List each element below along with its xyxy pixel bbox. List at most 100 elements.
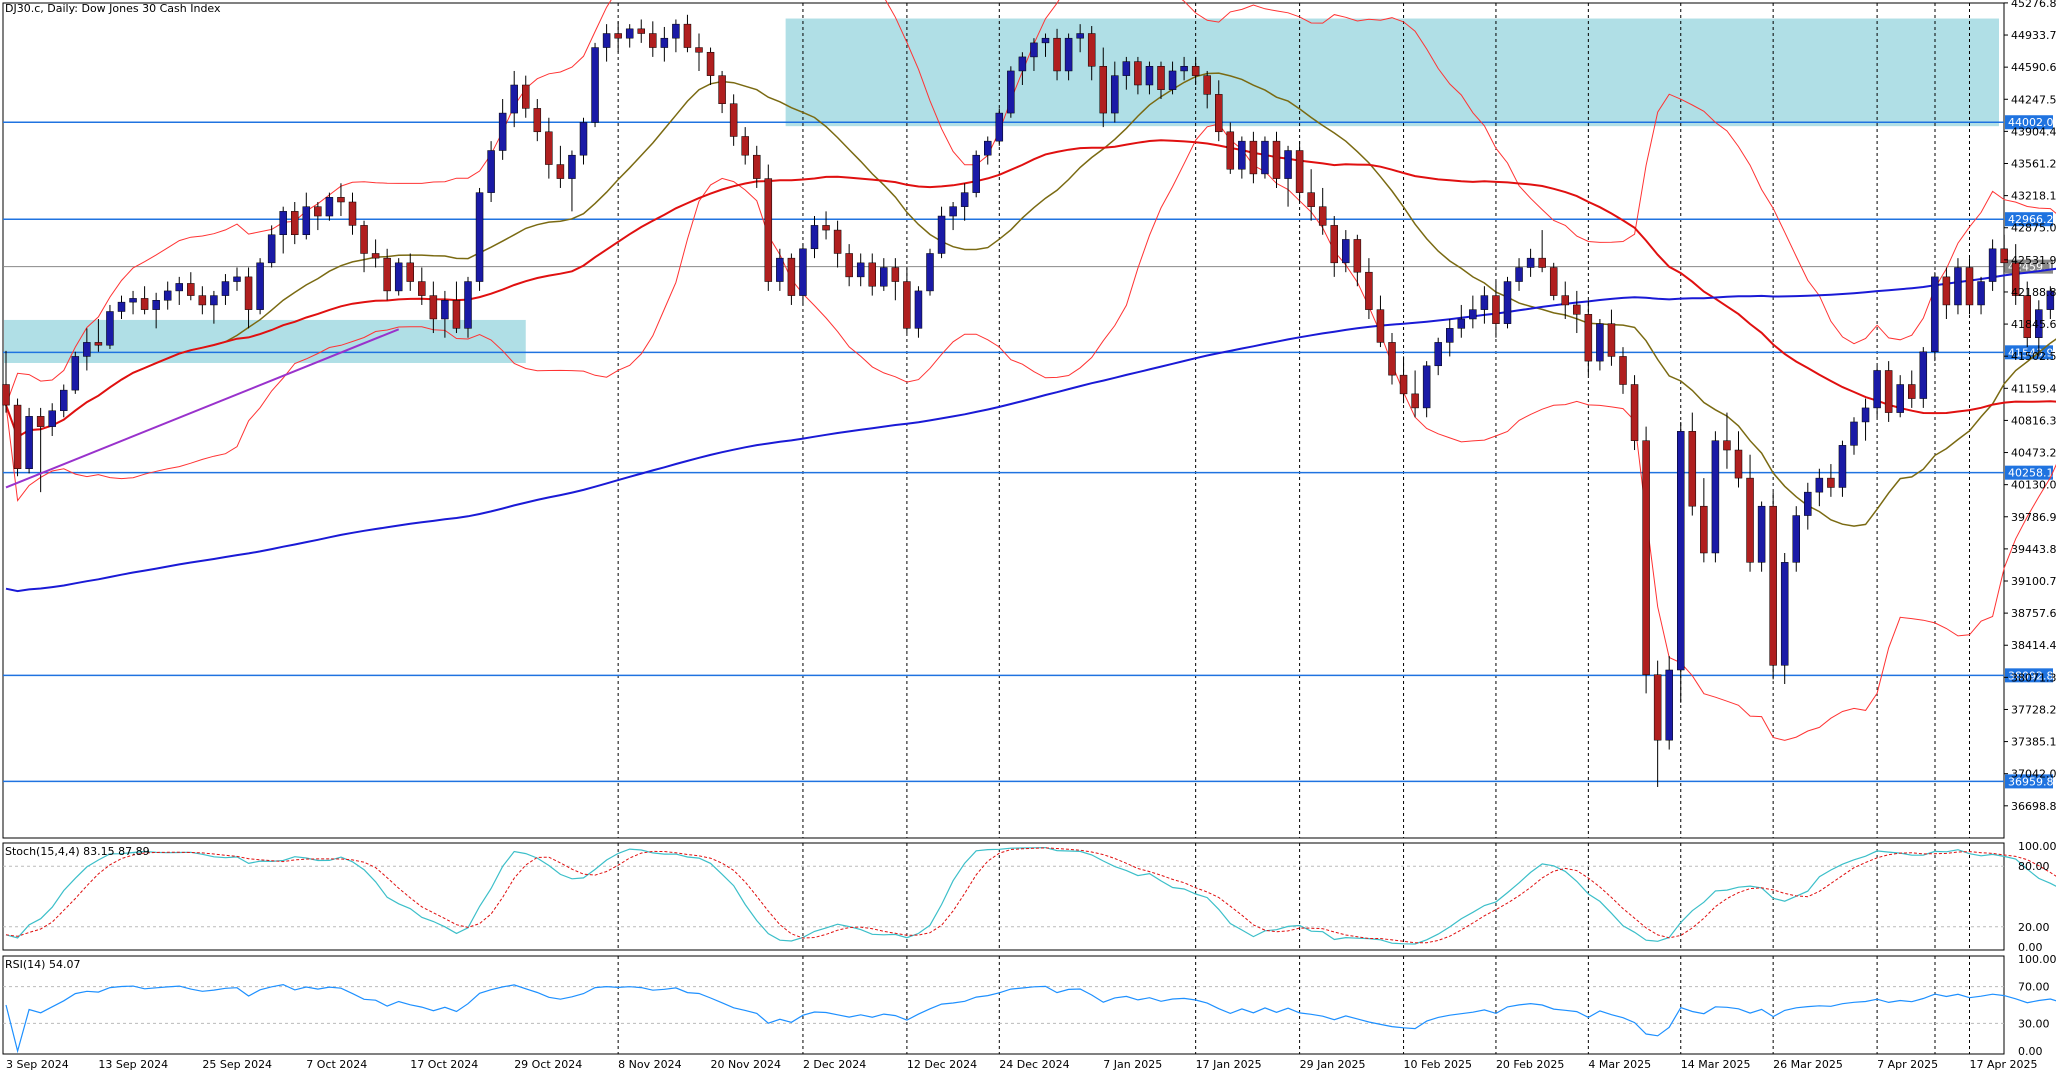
candle-body: [337, 197, 345, 203]
date-tick-label: 7 Apr 2025: [1877, 1058, 1938, 1071]
price-tick-label: 39100.73: [2011, 575, 2056, 588]
candle-body: [2046, 290, 2055, 310]
candle-body: [1492, 295, 1500, 324]
date-tick-label: 7 Oct 2024: [306, 1058, 367, 1071]
candle-body: [163, 290, 172, 301]
candle-body: [429, 295, 438, 320]
candle-body: [1376, 309, 1385, 343]
rsi-tick-label: 70.00: [2018, 981, 2050, 994]
candle-body: [279, 211, 287, 236]
candle-body: [1099, 66, 1107, 114]
date-tick-label: 17 Jan 2025: [1196, 1058, 1262, 1071]
candle-body: [1607, 323, 1616, 357]
price-tick-label: 38071.37: [2011, 671, 2056, 684]
candle-body: [776, 257, 784, 282]
candle-body: [302, 206, 311, 236]
candle-body: [48, 410, 56, 427]
date-tick-label: 29 Jan 2025: [1300, 1058, 1366, 1071]
candle-body: [291, 211, 299, 236]
stochastic-panel: [2, 842, 2005, 951]
date-tick-label: 2 Dec 2024: [803, 1058, 866, 1071]
candle-body: [1884, 370, 1893, 413]
rsi-line: [5, 983, 2056, 1054]
candle-body: [568, 154, 576, 179]
date-tick-label: 12 Dec 2024: [907, 1058, 977, 1071]
ma-long-line: [5, 267, 2056, 593]
date-tick-label: 26 Mar 2025: [1773, 1058, 1843, 1071]
candle-body: [325, 197, 334, 217]
price-tick-label: 42188.81: [2011, 286, 2056, 299]
candle-body: [614, 33, 622, 39]
candle-body: [579, 122, 588, 156]
candle-body: [383, 257, 391, 292]
candle-body: [2000, 248, 2008, 264]
price-tick-label: 42875.05: [2011, 222, 2056, 235]
level-tag: [2005, 774, 2053, 789]
date-tick-label: 17 Apr 2025: [1970, 1058, 2038, 1071]
price-tick-label: 40816.33: [2011, 414, 2056, 427]
price-tick-label: 44933.77: [2011, 29, 2056, 42]
candle-body: [175, 283, 183, 292]
candle-body: [140, 298, 149, 310]
level-tag: [2005, 465, 2053, 480]
bollinger-lower-line: [5, 123, 2056, 741]
candle-body: [1573, 304, 1581, 315]
candle-body: [1746, 477, 1754, 563]
candle-body: [949, 206, 957, 217]
price-tick-label: 39786.97: [2011, 511, 2056, 524]
candle-body: [637, 28, 645, 34]
candle-body: [510, 84, 518, 114]
candle-body: [221, 281, 230, 296]
candle-body: [83, 342, 91, 357]
candle-body: [1307, 192, 1315, 207]
candle-body: [314, 206, 322, 217]
candle-body: [2035, 309, 2043, 338]
candle-body: [106, 311, 114, 346]
candle-body: [233, 276, 241, 282]
candle-body: [394, 262, 403, 292]
candle-body: [845, 253, 853, 278]
candle-body: [1330, 225, 1338, 264]
candle-body: [1007, 70, 1015, 114]
candle-body: [210, 295, 218, 306]
candle-body: [1596, 323, 1604, 362]
candle-body: [187, 283, 195, 296]
candle-body: [464, 281, 472, 329]
candle-body: [868, 262, 876, 287]
date-tick-label: 24 Dec 2024: [999, 1058, 1069, 1071]
candle-body: [903, 281, 911, 329]
candle-body: [1861, 407, 1870, 423]
date-tick-label: 10 Feb 2025: [1404, 1058, 1472, 1071]
level-tag-label: 40258.10: [2008, 467, 2056, 480]
candle-body: [1711, 440, 1720, 554]
date-tick-label: 3 Sep 2024: [6, 1058, 69, 1071]
candle-body: [602, 33, 611, 48]
price-tick-label: 36698.89: [2011, 800, 2056, 813]
date-tick-label: 7 Jan 2025: [1103, 1058, 1162, 1071]
candle-body: [1988, 248, 1997, 282]
candle-body: [1792, 515, 1800, 563]
level-tag-label: 44002.06: [2008, 116, 2056, 129]
price-tick-label: 37728.25: [2011, 703, 2056, 716]
date-tick-label: 25 Sep 2024: [202, 1058, 272, 1071]
ma-mid-line: [5, 139, 2056, 439]
price-tick-label: 44247.53: [2011, 93, 2056, 106]
candle-body: [556, 164, 565, 179]
candle-body: [1064, 37, 1073, 72]
price-tick-label: 41159.45: [2011, 382, 2056, 395]
candle-body: [1238, 140, 1246, 170]
candle-body: [914, 290, 923, 329]
chart-title: DJ30.c, Daily: Dow Jones 30 Cash Index: [5, 2, 221, 15]
rsi-label: RSI(14) 54.07: [5, 958, 80, 971]
candle-body: [1030, 42, 1038, 58]
rsi-tick-label: 30.00: [2018, 1017, 2050, 1030]
candle-body: [1815, 477, 1824, 493]
candle-body: [1908, 384, 1916, 399]
candle-body: [1769, 505, 1777, 666]
date-tick-label: 29 Oct 2024: [514, 1058, 582, 1071]
candle-body: [729, 103, 738, 137]
candle-body: [1457, 318, 1466, 329]
price-tick-label: 44590.65: [2011, 61, 2056, 74]
price-tick-label: 40473.21: [2011, 447, 2056, 460]
